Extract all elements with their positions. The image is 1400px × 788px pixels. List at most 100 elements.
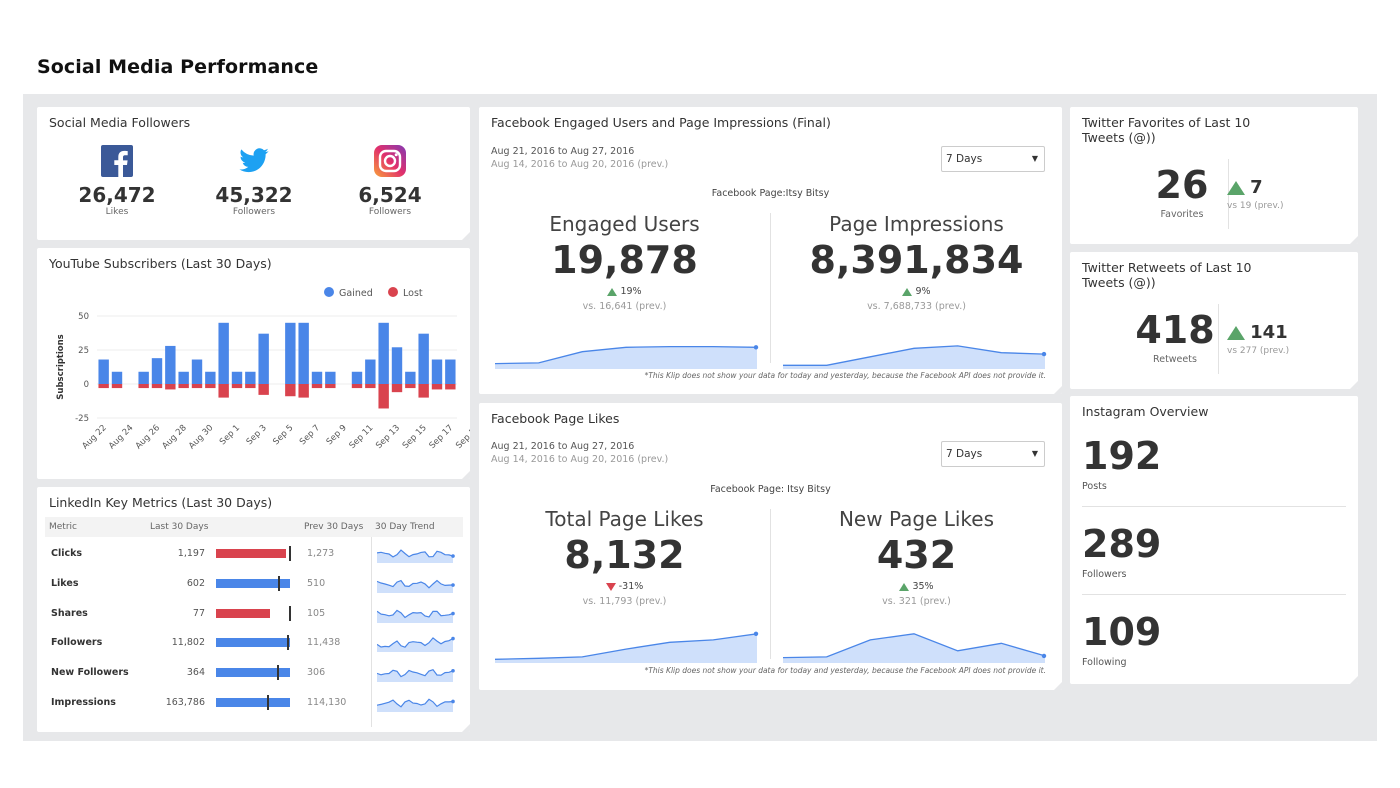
- bar-lost: [431, 384, 443, 390]
- twitter-favorites-card: Twitter Favorites of Last 10 Tweets (@))…: [1070, 107, 1358, 244]
- bar-lost: [351, 384, 363, 389]
- trend-divider: [371, 537, 372, 727]
- header-last30: Last 30 Days: [150, 522, 209, 532]
- table-row: Followers 11,802 11,438: [37, 628, 469, 658]
- facebook-stat: 26,472 Likes: [67, 145, 167, 217]
- sparkline-area: [377, 669, 453, 683]
- page-title: Social Media Performance: [37, 56, 319, 78]
- prev-value: 510: [307, 577, 326, 589]
- vs-prev: vs 19 (prev.): [1227, 201, 1284, 211]
- x-tick-label: Aug 28: [160, 423, 188, 451]
- bar-gained: [231, 371, 243, 384]
- bar-gained: [258, 333, 269, 384]
- x-tick-label: Aug 26: [134, 423, 162, 451]
- trend-area: [783, 345, 1045, 369]
- bar-lost: [231, 384, 243, 389]
- sparkline-endpoint: [451, 669, 455, 673]
- y-axis-label: Subscriptions: [56, 334, 66, 399]
- sparkline-line: [377, 637, 454, 649]
- trend-sparkline: [377, 609, 455, 623]
- bullet-bar-marker: [289, 546, 291, 561]
- bar-lost: [191, 384, 203, 389]
- legend-label-gained: Gained: [339, 288, 373, 299]
- retweets-value: 418: [1135, 308, 1215, 352]
- table-header: Metric Last 30 Days Prev 30 Days 30 Day …: [45, 517, 463, 537]
- twitter-retweets-card: Twitter Retweets of Last 10 Tweets (@)) …: [1070, 252, 1358, 389]
- bar-gained: [391, 347, 403, 384]
- bar-lost: [111, 384, 123, 389]
- y-tick-label: -25: [75, 414, 89, 424]
- page-impressions-trend: [783, 345, 1047, 369]
- change-value: -31%: [618, 581, 644, 592]
- sparkline-line: [377, 698, 454, 708]
- bar-lost: [391, 384, 403, 393]
- followers-value: 289: [1082, 522, 1162, 566]
- vs-prev: vs. 7,688,733 (prev.): [867, 301, 966, 312]
- trend-endpoint: [753, 631, 759, 636]
- dropdown-value: 7 Days: [946, 448, 983, 460]
- bullet-bar-marker: [286, 635, 289, 651]
- change-value: 19%: [620, 286, 642, 297]
- bullet-bar: [216, 695, 296, 710]
- table-row: Impressions 163,786 114,130: [37, 688, 469, 718]
- bar-lost: [445, 384, 456, 390]
- metric-name: Clicks: [51, 548, 83, 559]
- bar-gained: [205, 371, 216, 384]
- trend-area: [783, 633, 1045, 663]
- y-tick-label: 50: [78, 312, 89, 322]
- facebook-likes-value: 26,472: [78, 183, 156, 207]
- bullet-bar: [216, 575, 296, 591]
- instagram-overview-card: Instagram Overview 192 Posts 289 Followe…: [1070, 396, 1358, 684]
- bar-gained: [111, 371, 123, 384]
- bullet-bar-marker: [277, 575, 280, 591]
- x-tick-label: Sep 15: [401, 423, 429, 451]
- posts-label: Posts: [1082, 481, 1107, 492]
- vs-prev: vs. 16,641 (prev.): [582, 301, 667, 312]
- sparkline-area: [377, 550, 453, 563]
- engaged-users-trend: [495, 345, 759, 369]
- bar-lost: [365, 384, 376, 389]
- x-tick-label: Sep 9: [325, 423, 349, 447]
- bullet-bar-marker: [289, 605, 291, 621]
- prev-value: 1,273: [307, 548, 335, 559]
- vs-prev: vs. 321 (prev.): [882, 596, 951, 607]
- bullet-bar-fill: [216, 549, 286, 558]
- metric-change: 9%: [771, 286, 1062, 297]
- chevron-down-icon: ▼: [1031, 154, 1038, 163]
- bar-lost: [151, 384, 163, 389]
- favorites-change: 7 vs 19 (prev.): [1227, 177, 1283, 211]
- period-dropdown[interactable]: 7 Days ▼: [941, 146, 1045, 172]
- trend-sparkline: [377, 579, 455, 593]
- prev-value: 306: [307, 667, 326, 679]
- prev-date-range: Aug 14, 2016 to Aug 20, 2016 (prev.): [491, 454, 669, 465]
- bar-gained: [98, 359, 109, 384]
- bar-gained: [285, 322, 296, 384]
- vs-prev: vs 277 (prev.): [1227, 346, 1290, 356]
- bar-lost: [245, 384, 256, 389]
- table-row: Shares 77 105: [37, 599, 469, 629]
- x-tick-label: Aug 22: [80, 423, 108, 451]
- linkedin-card: LinkedIn Key Metrics (Last 30 Days) Metr…: [37, 487, 470, 732]
- up-arrow-icon: [607, 287, 618, 296]
- bullet-bar-marker: [277, 665, 280, 681]
- retweets-value-block: 418 Retweets: [1120, 310, 1230, 365]
- legend-label-lost: Lost: [403, 288, 423, 299]
- period-dropdown[interactable]: 7 Days ▼: [941, 441, 1045, 467]
- bullet-bar: [216, 635, 296, 651]
- dropdown-value: 7 Days: [946, 153, 983, 165]
- sparkline-line: [377, 669, 454, 678]
- metric-change: -31%: [479, 581, 770, 592]
- metric-label: Engaged Users: [549, 212, 700, 236]
- bullet-bar-fill: [216, 638, 290, 648]
- x-tick-label: Sep 7: [298, 423, 322, 447]
- bar-gained: [431, 359, 443, 384]
- new-page-likes-trend: [783, 633, 1047, 663]
- current-value: 77: [192, 607, 205, 619]
- bar-lost: [405, 384, 416, 389]
- prev-value: 11,438: [307, 637, 341, 649]
- metric-name: Likes: [51, 577, 79, 589]
- card-title: LinkedIn Key Metrics (Last 30 Days): [49, 495, 273, 510]
- instagram-followers-label: Followers: [368, 207, 412, 217]
- metric-change: 35%: [771, 581, 1062, 592]
